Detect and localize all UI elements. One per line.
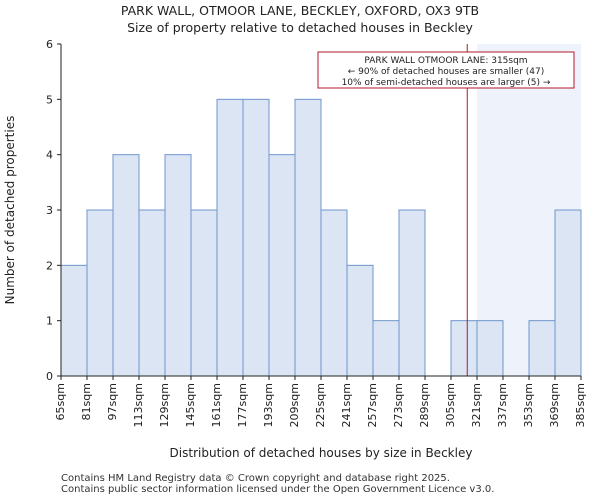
y-tick-label: 4 [46,149,53,162]
x-tick-label: 337sqm [496,383,509,427]
chart-title-block: PARK WALL, OTMOOR LANE, BECKLEY, OXFORD,… [0,2,600,36]
y-tick-label: 1 [46,315,53,328]
x-tick-label: 353sqm [522,383,535,427]
x-tick-label: 81sqm [80,383,93,420]
histogram-bar [450,320,478,377]
histogram-bar [190,209,218,377]
histogram-bar [60,264,88,377]
histogram-bar [86,209,114,377]
x-tick-label: 225sqm [314,383,327,427]
histogram-bar [372,320,400,377]
x-tick-label: 369sqm [548,383,561,427]
x-tick-label: 97sqm [106,383,119,420]
x-tick-label: 209sqm [288,383,301,427]
x-tick-label: 289sqm [418,383,431,427]
x-tick-label: 385sqm [574,383,587,427]
annotation-line: ← 90% of detached houses are smaller (47… [348,67,545,77]
annotation-box: PARK WALL OTMOOR LANE: 315sqm ← 90% of d… [317,51,575,89]
histogram-bar [554,209,582,377]
footer: Contains HM Land Registry data © Crown c… [61,473,494,495]
histogram-bar [294,98,322,377]
x-tick-label: 177sqm [236,383,249,427]
x-tick-label: 193sqm [262,383,275,427]
histogram-bar [138,209,166,377]
histogram-bar [216,98,244,377]
histogram-bar [164,154,192,377]
histogram-bar [528,320,556,377]
histogram-bar [346,264,374,377]
x-tick-label: 273sqm [392,383,405,427]
histogram-bar [476,320,504,377]
x-tick-label: 161sqm [210,383,223,427]
y-tick-label: 5 [46,93,53,106]
histogram-bar [320,209,348,377]
x-tick-label: 305sqm [444,383,457,427]
y-tick-label: 6 [46,38,53,51]
x-axis-label: Distribution of detached houses by size … [170,446,473,460]
x-tick-label: 65sqm [54,383,67,420]
annotation-line: PARK WALL OTMOOR LANE: 315sqm [364,56,527,66]
x-tick-label: 129sqm [158,383,171,427]
annotation-frame [317,51,575,89]
footer-line-1: Contains HM Land Registry data © Crown c… [61,473,450,484]
histogram-bar [112,154,140,377]
y-tick-label: 2 [46,259,53,272]
x-tick-label: 113sqm [132,383,145,427]
chart-title: PARK WALL, OTMOOR LANE, BECKLEY, OXFORD,… [120,3,480,18]
annotation-line: 10% of semi-detached houses are larger (… [342,78,551,88]
y-axis-label: Number of detached properties [3,116,17,305]
chart-subtitle: Size of property relative to detached ho… [127,20,473,35]
x-tick-label: 145sqm [184,383,197,427]
y-tick-label: 3 [46,204,53,217]
histogram-bar [398,209,426,377]
histogram-bar [242,98,270,377]
x-tick-label: 321sqm [470,383,483,427]
footer-line-2: Contains public sector information licen… [61,484,495,495]
x-tick-label: 257sqm [366,383,379,427]
x-tick-label: 241sqm [340,383,353,427]
y-tick-label: 0 [46,370,53,383]
histogram-bar [268,154,296,377]
